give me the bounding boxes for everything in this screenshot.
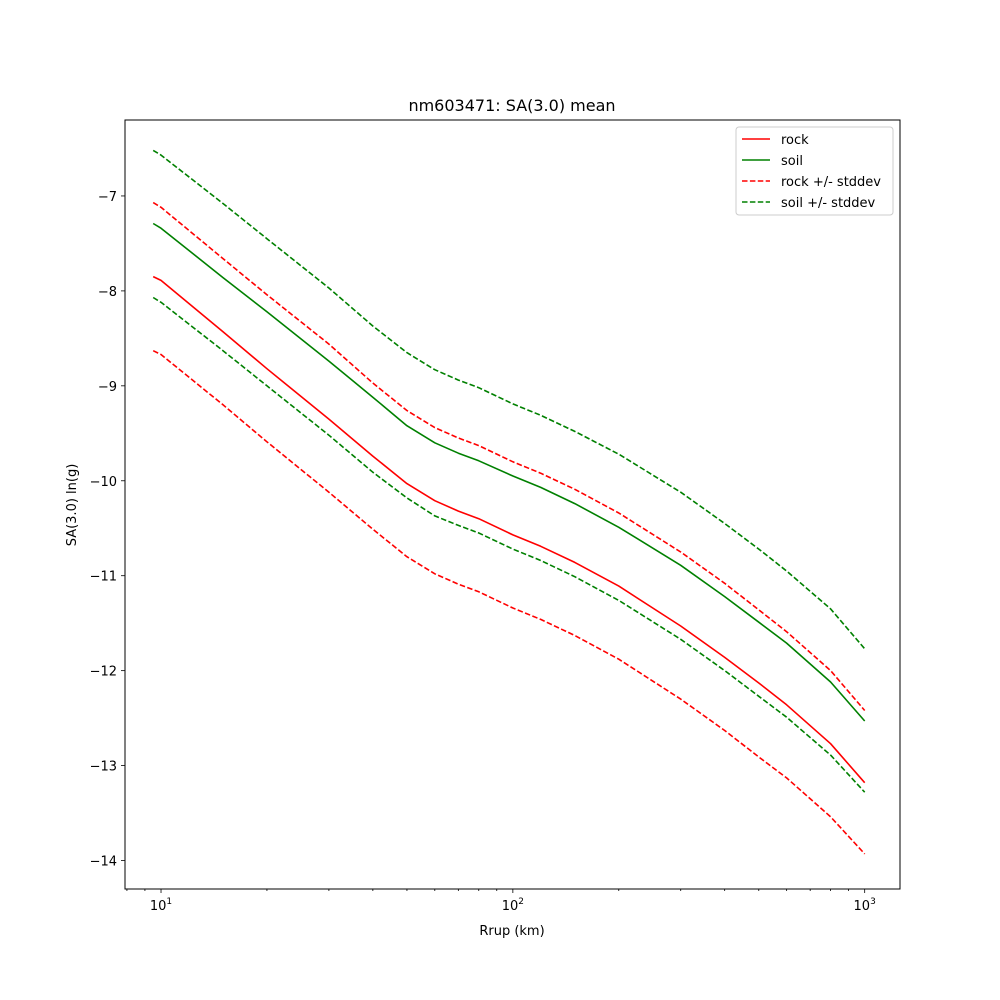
y-tick-label-5: −12 xyxy=(90,665,117,680)
legend-label-2: rock +/- stddev xyxy=(781,175,881,190)
legend-label-3: soil +/- stddev xyxy=(781,196,876,211)
y-tick-label-6: −13 xyxy=(90,760,117,775)
legend-label-1: soil xyxy=(781,154,803,169)
plot-frame xyxy=(124,119,901,890)
x-axis-label: Rrup (km) xyxy=(479,924,544,939)
series-layer xyxy=(152,149,866,855)
series-line-1 xyxy=(152,222,866,722)
x-tick-label-1: 102 xyxy=(502,897,524,914)
x-tick-label-0: 101 xyxy=(150,897,172,914)
series-line-5 xyxy=(152,296,866,793)
y-tick-label-2: −9 xyxy=(98,380,117,395)
legend-label-0: rock xyxy=(781,133,809,148)
chart-title: nm603471: SA(3.0) mean xyxy=(408,96,615,115)
legend: rock soil rock +/- stddev soil +/- stddev xyxy=(735,126,894,216)
y-tick-label-1: −8 xyxy=(98,285,117,300)
y-tick-label-0: −7 xyxy=(98,190,117,205)
x-tick-label-2: 103 xyxy=(854,897,876,914)
series-line-3 xyxy=(152,349,866,855)
x-axis: 101 102 103 xyxy=(126,889,876,914)
y-tick-label-3: −10 xyxy=(90,475,117,490)
y-tick-label-7: −14 xyxy=(90,855,117,870)
y-axis-label: SA(3.0) ln(g) xyxy=(65,464,80,547)
y-axis: −7 −8 −9 −10 −11 −12 −13 −14 xyxy=(90,190,125,870)
legend-frame xyxy=(735,126,894,216)
series-line-0 xyxy=(152,275,866,784)
series-line-2 xyxy=(152,201,866,712)
series-line-4 xyxy=(152,149,866,650)
y-tick-label-4: −11 xyxy=(90,570,117,585)
